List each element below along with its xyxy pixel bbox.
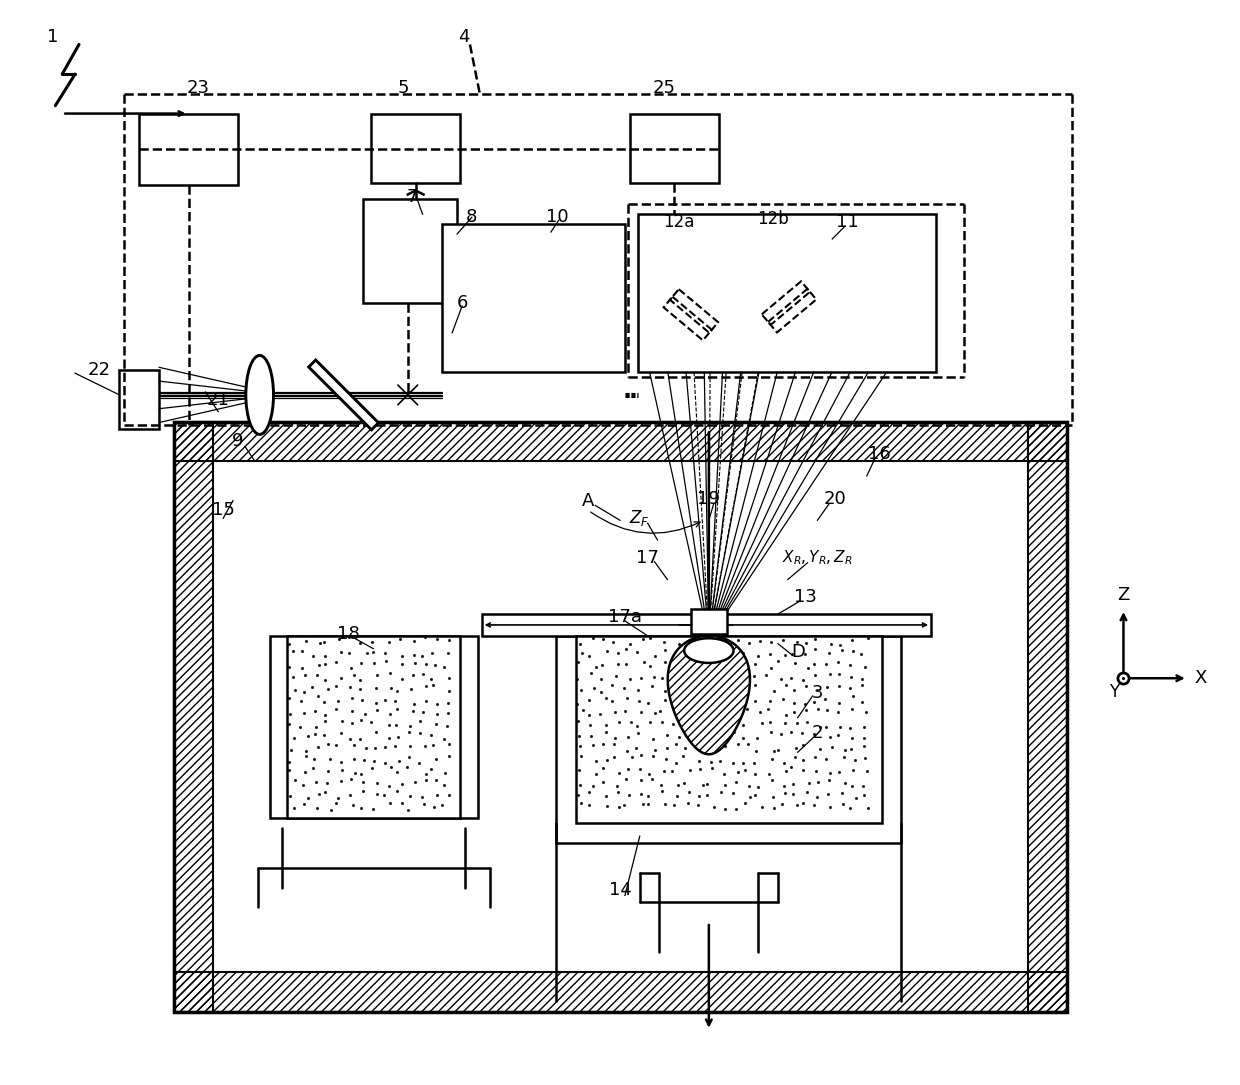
Bar bbox=[371, 114, 460, 182]
Ellipse shape bbox=[684, 638, 734, 663]
Text: 18: 18 bbox=[337, 625, 360, 642]
Text: 8: 8 bbox=[466, 208, 477, 226]
Text: 9: 9 bbox=[232, 432, 244, 450]
Bar bbox=[363, 200, 458, 303]
Text: $X_R, Y_R, Z_R$: $X_R, Y_R, Z_R$ bbox=[782, 548, 853, 567]
Text: 10: 10 bbox=[546, 208, 568, 226]
Bar bbox=[443, 225, 625, 372]
Bar bbox=[691, 609, 727, 634]
Bar bbox=[269, 636, 477, 818]
Text: 1: 1 bbox=[47, 27, 58, 46]
Text: 16: 16 bbox=[868, 445, 892, 463]
Bar bbox=[637, 214, 936, 372]
Bar bbox=[288, 636, 460, 818]
Bar bbox=[174, 422, 1068, 1012]
Bar bbox=[174, 972, 1068, 1012]
Polygon shape bbox=[309, 360, 378, 430]
Text: 7: 7 bbox=[407, 189, 418, 206]
Bar bbox=[139, 114, 238, 184]
Text: 12b: 12b bbox=[758, 210, 789, 228]
Text: D: D bbox=[791, 642, 805, 661]
Text: 20: 20 bbox=[823, 489, 847, 508]
Bar bbox=[213, 461, 1028, 972]
Text: 6: 6 bbox=[456, 294, 467, 312]
Bar bbox=[556, 636, 901, 843]
Text: 5: 5 bbox=[397, 79, 408, 97]
Text: 4: 4 bbox=[459, 27, 470, 46]
Text: 17a: 17a bbox=[608, 608, 642, 626]
Text: 23: 23 bbox=[187, 79, 210, 97]
Text: 13: 13 bbox=[794, 588, 817, 607]
Text: $Z_F$: $Z_F$ bbox=[630, 508, 650, 528]
Text: A: A bbox=[583, 492, 595, 510]
Text: 14: 14 bbox=[609, 881, 631, 899]
Bar bbox=[575, 636, 882, 824]
Text: X: X bbox=[1194, 669, 1207, 687]
Text: Y: Y bbox=[1109, 684, 1118, 701]
Text: Z: Z bbox=[1117, 586, 1130, 604]
Bar bbox=[1028, 422, 1068, 1012]
Text: 12a: 12a bbox=[663, 213, 694, 231]
Text: 17: 17 bbox=[636, 549, 660, 566]
Bar bbox=[482, 614, 931, 636]
Text: 3: 3 bbox=[812, 684, 823, 702]
Text: 15: 15 bbox=[212, 501, 234, 520]
Polygon shape bbox=[668, 636, 750, 754]
Text: 19: 19 bbox=[697, 489, 720, 508]
Bar bbox=[119, 370, 159, 430]
Text: 25: 25 bbox=[653, 79, 676, 97]
Bar bbox=[174, 422, 1068, 461]
Bar bbox=[630, 114, 719, 182]
Ellipse shape bbox=[246, 356, 274, 434]
Text: 22: 22 bbox=[87, 361, 110, 380]
Text: 2: 2 bbox=[812, 724, 823, 741]
Text: 11: 11 bbox=[836, 213, 858, 231]
Bar bbox=[174, 422, 213, 1012]
Text: 21: 21 bbox=[207, 391, 229, 409]
